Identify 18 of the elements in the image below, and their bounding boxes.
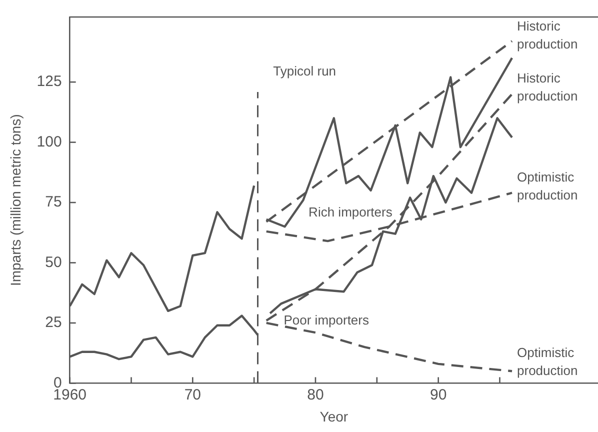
series-label: Historic production: [517, 18, 578, 52]
y-tick-label: 25: [45, 314, 62, 332]
series-label: Optimistic production: [517, 344, 578, 378]
series-label: Optimistic production: [517, 169, 578, 202]
x-tick-label: 70: [184, 386, 201, 404]
y-tick-label: 75: [45, 194, 62, 211]
x-tick-label: 80: [307, 386, 324, 404]
y-tick-label: 125: [36, 73, 62, 90]
x-axis-title: Yeor: [320, 408, 348, 424]
x-tick-label: 90: [430, 386, 447, 404]
series-label: Historic production: [517, 70, 578, 104]
y-axis-title: Imparts (million metric tons): [7, 114, 24, 286]
annotation: Rich importers: [308, 204, 393, 220]
x-tick-label: 1960: [53, 386, 87, 404]
annotation: Poor importers: [284, 312, 370, 328]
annotation: Typicol run: [273, 64, 336, 79]
y-tick-label: 50: [45, 254, 62, 271]
y-tick-label: 100: [36, 133, 62, 150]
